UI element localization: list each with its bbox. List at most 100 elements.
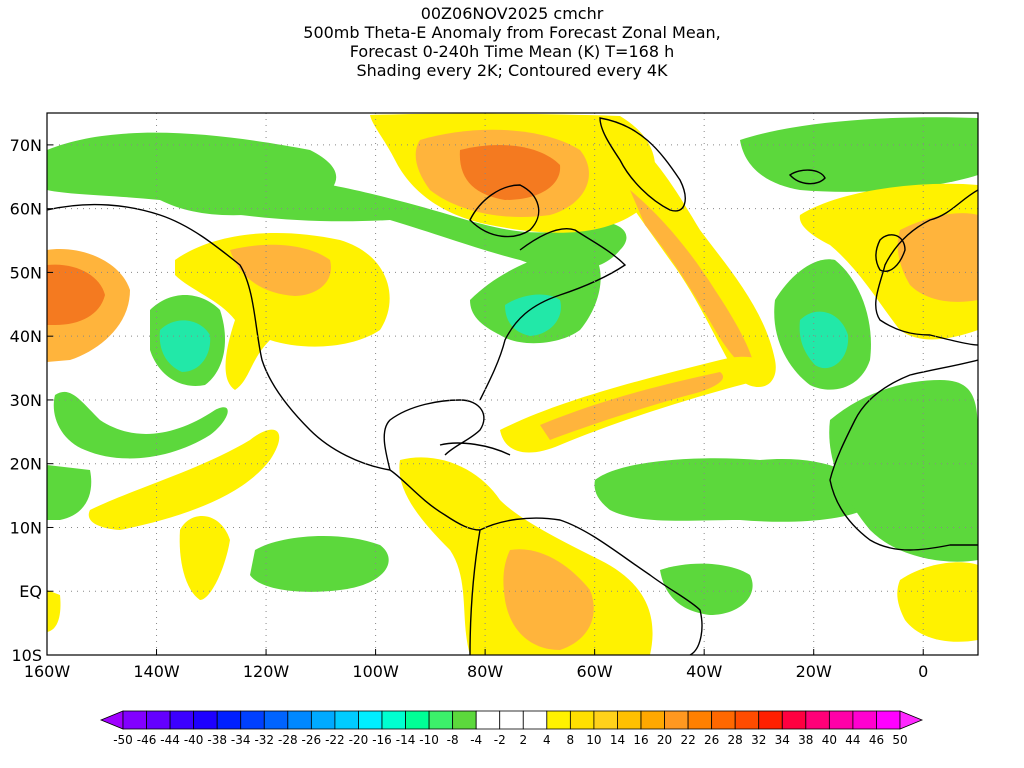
colorbar-box (499, 710, 524, 730)
shade-green-alaska-band (160, 180, 627, 271)
shade-orange-atlantic-arc (630, 190, 755, 371)
lon-tick-label: 140W (133, 662, 180, 681)
colorbar-label: -14 (396, 733, 416, 747)
lat-tick-label: 20N (10, 455, 42, 474)
lat-tick-label: 30N (10, 391, 42, 410)
lon-tick-label: 40W (686, 662, 722, 681)
colorbar-label: -10 (419, 733, 439, 747)
colorbar-label: -8 (447, 733, 459, 747)
colorbar-box (758, 710, 783, 730)
colorbar-label: 8 (567, 733, 575, 747)
colorbar-box (475, 710, 501, 730)
colorbar-label: -46 (137, 733, 157, 747)
lat-tick-label: 60N (10, 200, 42, 219)
colorbar-box (852, 710, 877, 730)
shade-orange-europe (897, 213, 978, 302)
shade-green-greenland-east (740, 117, 978, 192)
lon-tick-labels: 160W 140W 120W 100W 80W 60W 40W 20W 0 (24, 649, 928, 681)
colorbar-box (193, 710, 218, 730)
map-panel: 160W 140W 120W 100W 80W 60W 40W 20W 0 10S EQ 10N 20… (10, 112, 979, 681)
colorbar-label: 20 (657, 733, 672, 747)
title-line-1: 00Z06NOV2025 cmchr (420, 4, 604, 23)
shade-orange-western-us (230, 244, 331, 296)
lat-tick-label: EQ (19, 582, 42, 601)
shade-green-mid-atlantic (594, 458, 880, 522)
colorbar-label: -26 (302, 733, 322, 747)
colorbar-label: -32 (254, 733, 274, 747)
chart-title-block: 00Z06NOV2025 cmchr 500mb Theta-E Anomaly… (0, 4, 1024, 80)
colorbar-label: -2 (494, 733, 506, 747)
colorbar-label: -40 (184, 733, 204, 747)
shading-layer (47, 113, 978, 655)
coast-europe (875, 189, 978, 346)
colorbar-box (546, 710, 571, 730)
shade-yellow-west-edge-eq (47, 590, 61, 632)
shade-teal-pacific-40n (159, 320, 211, 372)
lon-tick-label: 0 (918, 662, 928, 681)
colorbar-end-left (99, 710, 124, 730)
shade-yellow-south-atlantic (897, 562, 978, 642)
colorbar-label: 4 (543, 733, 551, 747)
shade-yellow-pacific-sw (88, 429, 280, 530)
lon-tick-label: 120W (243, 662, 290, 681)
shade-green-africa (829, 380, 978, 562)
lat-tick-label: 50N (10, 263, 42, 282)
colorbar-box (734, 710, 760, 730)
coast-hudson-bay (469, 184, 540, 238)
shade-orange-subtropic-band (540, 372, 724, 440)
colorbar-box (452, 710, 477, 730)
shade-teal-newengland (505, 294, 561, 336)
colorbar-label: 22 (680, 733, 695, 747)
shade-orange-south-america (503, 549, 594, 650)
title-line-4: Shading every 2K; Contoured every 4K (356, 61, 668, 80)
lat-tick-label: 40N (10, 327, 42, 346)
coast-iceland (788, 169, 826, 185)
colorbar-box (687, 710, 713, 730)
map-frame (46, 112, 979, 656)
colorbar-label: 50 (892, 733, 907, 747)
colorbar-box (358, 710, 383, 730)
coast-north-america-east (479, 228, 627, 401)
colorbar-box (169, 710, 195, 730)
colorbar-end-right (899, 710, 924, 730)
colorbar-label: -38 (207, 733, 227, 747)
colorbar-box (522, 710, 548, 730)
colorbar-label: 46 (869, 733, 884, 747)
colorbar-box (664, 710, 689, 730)
coast-cuba (439, 442, 511, 456)
colorbar-label: 28 (728, 733, 743, 747)
colorbar-box (828, 710, 854, 730)
lat-tick-label: 70N (10, 136, 42, 155)
lon-tick-label: 160W (24, 662, 71, 681)
colorbar-label: 32 (751, 733, 766, 747)
coast-africa (829, 359, 978, 551)
lat-tick-labels: 10S EQ 10N 20N 30N 40N 50N 60N 70N (10, 136, 53, 665)
title-line-2: 500mb Theta-E Anomaly from Forecast Zona… (303, 23, 721, 42)
coast-north-america-west (47, 203, 481, 531)
lat-tick-label: 10N (10, 518, 42, 537)
colorbar-box (122, 710, 147, 730)
colorbar-label: 14 (610, 733, 625, 747)
colorbar-boxes (99, 710, 924, 730)
colorbar-label: -44 (160, 733, 180, 747)
colorbar-box (263, 710, 289, 730)
colorbar-label: 34 (775, 733, 790, 747)
shade-darkorange-canada-north (459, 145, 561, 200)
colorbar-label: 10 (586, 733, 601, 747)
shade-green-newengland (470, 245, 601, 344)
shade-green-pacific-arc (53, 391, 228, 459)
colorbar-box (711, 710, 736, 730)
colorbar-box (334, 710, 359, 730)
lon-tick-label: 100W (352, 662, 399, 681)
colorbar-box (640, 710, 665, 730)
colorbar-box (805, 710, 830, 730)
colorbar-label: 2 (519, 733, 527, 747)
colorbar-label: -16 (372, 733, 392, 747)
shade-darkorange-pacific-50n (47, 264, 105, 325)
shade-teal-atlantic-east (799, 311, 849, 369)
colorbar-label: 44 (845, 733, 860, 747)
coast-greenland (599, 117, 686, 212)
coastline-layer (47, 117, 978, 655)
colorbar-box (287, 710, 312, 730)
